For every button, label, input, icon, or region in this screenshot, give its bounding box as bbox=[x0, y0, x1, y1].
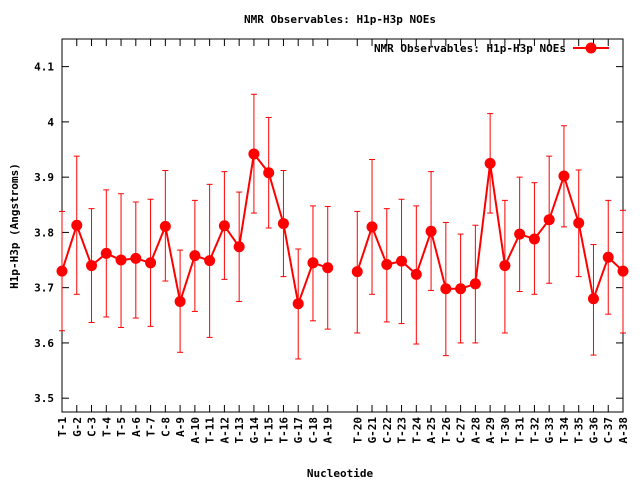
x-tick-label: A-6 bbox=[130, 417, 143, 437]
y-tick-label: 4 bbox=[47, 116, 54, 129]
x-tick-label: A-12 bbox=[218, 417, 231, 444]
data-point bbox=[145, 257, 157, 269]
legend-marker bbox=[585, 42, 597, 54]
data-point bbox=[366, 221, 378, 233]
data-point bbox=[292, 298, 304, 310]
series-lines bbox=[61, 151, 624, 308]
x-tick-label: C-22 bbox=[381, 417, 394, 444]
x-tick-label: G-21 bbox=[366, 417, 379, 444]
data-point bbox=[86, 260, 98, 272]
x-tick-label: T-35 bbox=[573, 417, 586, 444]
data-point bbox=[277, 218, 289, 230]
x-tick-label: T-11 bbox=[204, 417, 217, 444]
x-tick-label: T-7 bbox=[145, 417, 158, 437]
y-axis-label: H1p-H3p (Angstroms) bbox=[8, 163, 21, 289]
data-point bbox=[587, 293, 599, 305]
y-tick-label: 3.9 bbox=[34, 171, 54, 184]
error-bars bbox=[59, 93, 626, 360]
x-tick-label: C-18 bbox=[307, 417, 320, 444]
data-point bbox=[514, 228, 526, 240]
data-point bbox=[248, 148, 260, 160]
y-axis: 3.5 3.6 3.7 3.8 3.9 4 4.1 bbox=[34, 61, 623, 405]
x-tick-label: T-32 bbox=[528, 417, 541, 444]
data-point bbox=[56, 265, 68, 277]
x-tick-label: A-9 bbox=[174, 417, 187, 437]
data-point bbox=[455, 283, 467, 295]
y-tick-label: 3.5 bbox=[34, 392, 54, 405]
x-axis: T-1 G-2 C-3 T-4 T-5 A-6 T-7 C-8 A-9 A-10 T-11 A-12 T… bbox=[56, 39, 630, 444]
y-tick-label: 3.8 bbox=[34, 226, 54, 239]
data-point bbox=[307, 257, 319, 269]
x-tick-label: G-36 bbox=[587, 417, 600, 444]
x-tick-label: T-31 bbox=[514, 417, 527, 444]
x-tick-label: T-4 bbox=[100, 417, 113, 437]
data-point bbox=[396, 255, 408, 267]
data-point bbox=[558, 170, 570, 182]
x-tick-label: T-34 bbox=[558, 417, 571, 444]
data-point bbox=[130, 252, 142, 264]
data-point bbox=[440, 283, 452, 295]
data-point bbox=[410, 268, 422, 280]
y-tick-label: 3.6 bbox=[34, 337, 54, 350]
x-tick-label: T-24 bbox=[410, 417, 423, 444]
x-tick-label: A-19 bbox=[322, 417, 335, 444]
x-tick-label: T-13 bbox=[233, 417, 246, 444]
x-tick-label: A-28 bbox=[469, 417, 482, 444]
data-point bbox=[189, 250, 201, 262]
series-points bbox=[56, 148, 629, 310]
data-point bbox=[528, 233, 540, 245]
x-tick-label: A-10 bbox=[189, 417, 202, 444]
data-point bbox=[425, 225, 437, 237]
data-point bbox=[381, 258, 393, 270]
x-tick-label: G-17 bbox=[292, 417, 305, 444]
x-tick-label: T-5 bbox=[115, 417, 128, 437]
data-point bbox=[115, 254, 127, 266]
x-tick-label: T-1 bbox=[56, 417, 69, 437]
data-point bbox=[543, 214, 555, 226]
legend: NMR Observables: H1p-H3p NOEs bbox=[374, 42, 609, 55]
chart-title: NMR Observables: H1p-H3p NOEs bbox=[244, 13, 436, 26]
data-point bbox=[617, 265, 629, 277]
data-point bbox=[573, 217, 585, 229]
x-tick-label: T-23 bbox=[396, 417, 409, 444]
x-tick-label: T-20 bbox=[351, 417, 364, 444]
x-tick-label: G-2 bbox=[71, 417, 84, 437]
data-point bbox=[204, 255, 216, 267]
x-tick-label: A-25 bbox=[425, 417, 438, 444]
plot-frame bbox=[61, 38, 624, 413]
x-axis-label: Nucleotide bbox=[307, 467, 374, 480]
y-tick-label: 3.7 bbox=[34, 282, 54, 295]
x-tick-label: G-14 bbox=[248, 417, 261, 444]
data-point bbox=[602, 251, 614, 263]
data-point bbox=[218, 220, 230, 232]
x-tick-label: A-38 bbox=[617, 417, 630, 444]
data-point bbox=[484, 157, 496, 169]
data-point bbox=[351, 266, 363, 278]
data-point bbox=[100, 247, 112, 259]
x-tick-label: T-30 bbox=[499, 417, 512, 444]
x-tick-label: T-15 bbox=[263, 417, 276, 444]
data-point bbox=[174, 295, 186, 307]
data-point bbox=[159, 220, 171, 232]
y-tick-label: 4.1 bbox=[34, 61, 54, 74]
x-tick-label: C-8 bbox=[159, 417, 172, 437]
x-tick-label: A-29 bbox=[484, 417, 497, 444]
x-tick-label: C-3 bbox=[86, 417, 99, 437]
data-point bbox=[233, 241, 245, 253]
x-tick-label: T-26 bbox=[440, 417, 453, 444]
data-point bbox=[469, 278, 481, 290]
data-point bbox=[499, 260, 511, 272]
data-point bbox=[71, 219, 83, 231]
x-tick-label: G-33 bbox=[543, 417, 556, 444]
data-point bbox=[263, 167, 275, 179]
data-point bbox=[322, 262, 334, 274]
x-tick-label: C-37 bbox=[602, 417, 615, 444]
x-tick-label: C-27 bbox=[455, 417, 468, 444]
legend-label: NMR Observables: H1p-H3p NOEs bbox=[374, 42, 566, 55]
x-tick-label: T-16 bbox=[277, 417, 290, 444]
